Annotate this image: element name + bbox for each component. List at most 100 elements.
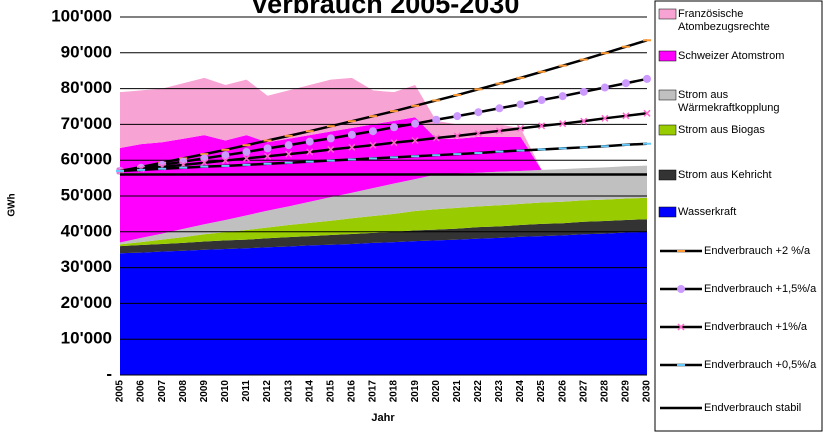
area bbox=[120, 219, 647, 254]
legend-swatch bbox=[658, 8, 677, 20]
legend-swatch bbox=[658, 89, 677, 101]
legend-label: Endverbrauch stabil bbox=[704, 402, 802, 414]
line-marker bbox=[495, 127, 503, 135]
line-marker bbox=[221, 151, 230, 160]
y-tick-label: 90'000 bbox=[61, 42, 112, 61]
x-tick-label: 2028 bbox=[599, 380, 610, 403]
line-marker bbox=[474, 108, 483, 117]
line-marker bbox=[621, 79, 630, 88]
line-marker bbox=[411, 119, 420, 128]
legend-label: Strom aus Biogas bbox=[678, 124, 765, 136]
line-marker bbox=[242, 147, 251, 156]
x-tick-label: 2022 bbox=[473, 380, 484, 403]
line-marker bbox=[390, 123, 399, 132]
area bbox=[120, 117, 647, 243]
line-marker bbox=[285, 150, 293, 158]
legend-swatch bbox=[658, 169, 677, 181]
line-marker bbox=[200, 159, 208, 167]
legend-label: Endverbrauch +0,5%/a bbox=[704, 359, 817, 371]
y-tick-label: 80'000 bbox=[61, 78, 112, 97]
y-tick-label: 10'000 bbox=[61, 329, 112, 348]
legend-swatch bbox=[658, 206, 677, 218]
legend-label: Endverbrauch +1%/a bbox=[704, 321, 808, 333]
x-tick-label: 2024 bbox=[515, 380, 526, 403]
line-marker bbox=[284, 141, 293, 150]
y-tick-label: 70'000 bbox=[61, 114, 112, 133]
line-marker bbox=[432, 134, 440, 142]
legend-label: Französische Atombezugsrechte bbox=[678, 8, 770, 33]
area bbox=[120, 165, 647, 245]
line-marker bbox=[390, 139, 398, 147]
line-marker bbox=[411, 136, 419, 145]
line-marker bbox=[622, 112, 630, 120]
line-marker bbox=[579, 87, 588, 96]
line-marker bbox=[347, 130, 356, 139]
line-marker bbox=[368, 127, 377, 136]
x-tick-label: 2013 bbox=[283, 380, 294, 403]
line-marker bbox=[432, 115, 441, 124]
y-tick-label: - bbox=[106, 364, 112, 383]
y-tick-label: 60'000 bbox=[61, 150, 112, 169]
y-tick-label: 100'000 bbox=[51, 6, 112, 25]
line-marker bbox=[369, 141, 377, 149]
y-tick-label: 50'000 bbox=[61, 185, 112, 204]
x-tick-label: 2007 bbox=[157, 380, 168, 403]
x-tick-label: 2005 bbox=[115, 380, 126, 403]
chart-title: Verbrauch 2005-2030 bbox=[251, 0, 520, 19]
y-tick-label: 40'000 bbox=[61, 221, 112, 240]
x-tick-label: 2019 bbox=[410, 380, 421, 403]
line-marker bbox=[348, 143, 356, 151]
x-tick-label: 2021 bbox=[452, 380, 463, 403]
line-marker bbox=[643, 74, 651, 83]
line-marker bbox=[221, 157, 229, 165]
x-tick-label: 2010 bbox=[220, 380, 231, 403]
line bbox=[119, 112, 648, 173]
x-tick-label: 2017 bbox=[368, 380, 379, 403]
legend-label: Strom aus Kehricht bbox=[678, 169, 772, 181]
legend-label: Endverbrauch +2 %/a bbox=[704, 245, 811, 257]
line-marker bbox=[474, 129, 482, 137]
x-tick-label: 2023 bbox=[494, 380, 505, 403]
line-marker bbox=[580, 117, 588, 125]
legend-swatch bbox=[658, 50, 677, 62]
line-marker bbox=[453, 132, 461, 140]
line-marker bbox=[537, 96, 546, 105]
line-marker bbox=[327, 145, 335, 153]
x-tick-label: 2009 bbox=[199, 380, 210, 403]
x-axis-label: Jahr bbox=[371, 412, 395, 424]
line-marker bbox=[305, 137, 314, 146]
y-tick-label: 30'000 bbox=[61, 257, 112, 276]
x-tick-label: 2018 bbox=[389, 380, 400, 403]
legend-label: Schweizer Atomstrom bbox=[678, 50, 785, 62]
line-marker bbox=[495, 104, 504, 113]
x-tick-label: 2016 bbox=[347, 380, 358, 403]
y-tick-label: 20'000 bbox=[61, 293, 112, 312]
line-marker bbox=[264, 152, 272, 160]
x-tick-label: 2020 bbox=[431, 380, 442, 403]
x-tick-label: 2025 bbox=[536, 380, 547, 403]
legend-label: Endverbrauch +1,5%/a bbox=[704, 283, 817, 295]
line-marker bbox=[516, 100, 525, 109]
line-marker bbox=[453, 112, 462, 121]
x-tick-label: 2029 bbox=[621, 380, 632, 403]
line-marker bbox=[559, 120, 567, 128]
legend-marker bbox=[677, 285, 685, 293]
legend-label: Wasserkraft bbox=[678, 206, 737, 218]
legend-label: Strom aus Wärmekraftkopplung bbox=[678, 89, 780, 114]
line-marker bbox=[516, 124, 525, 132]
x-tick-label: 2006 bbox=[136, 380, 147, 403]
x-tick-label: 2030 bbox=[642, 380, 653, 403]
line-marker bbox=[643, 109, 651, 117]
x-tick-label: 2026 bbox=[557, 380, 568, 403]
line-marker bbox=[600, 83, 609, 92]
y-axis-label: GWh bbox=[7, 193, 18, 216]
legend-box bbox=[654, 0, 823, 432]
x-tick-label: 2012 bbox=[262, 380, 273, 403]
x-tick-label: 2027 bbox=[578, 380, 589, 403]
legend-marker bbox=[677, 323, 685, 331]
line-marker bbox=[601, 114, 609, 122]
area bbox=[120, 197, 647, 247]
line-marker bbox=[558, 92, 567, 101]
